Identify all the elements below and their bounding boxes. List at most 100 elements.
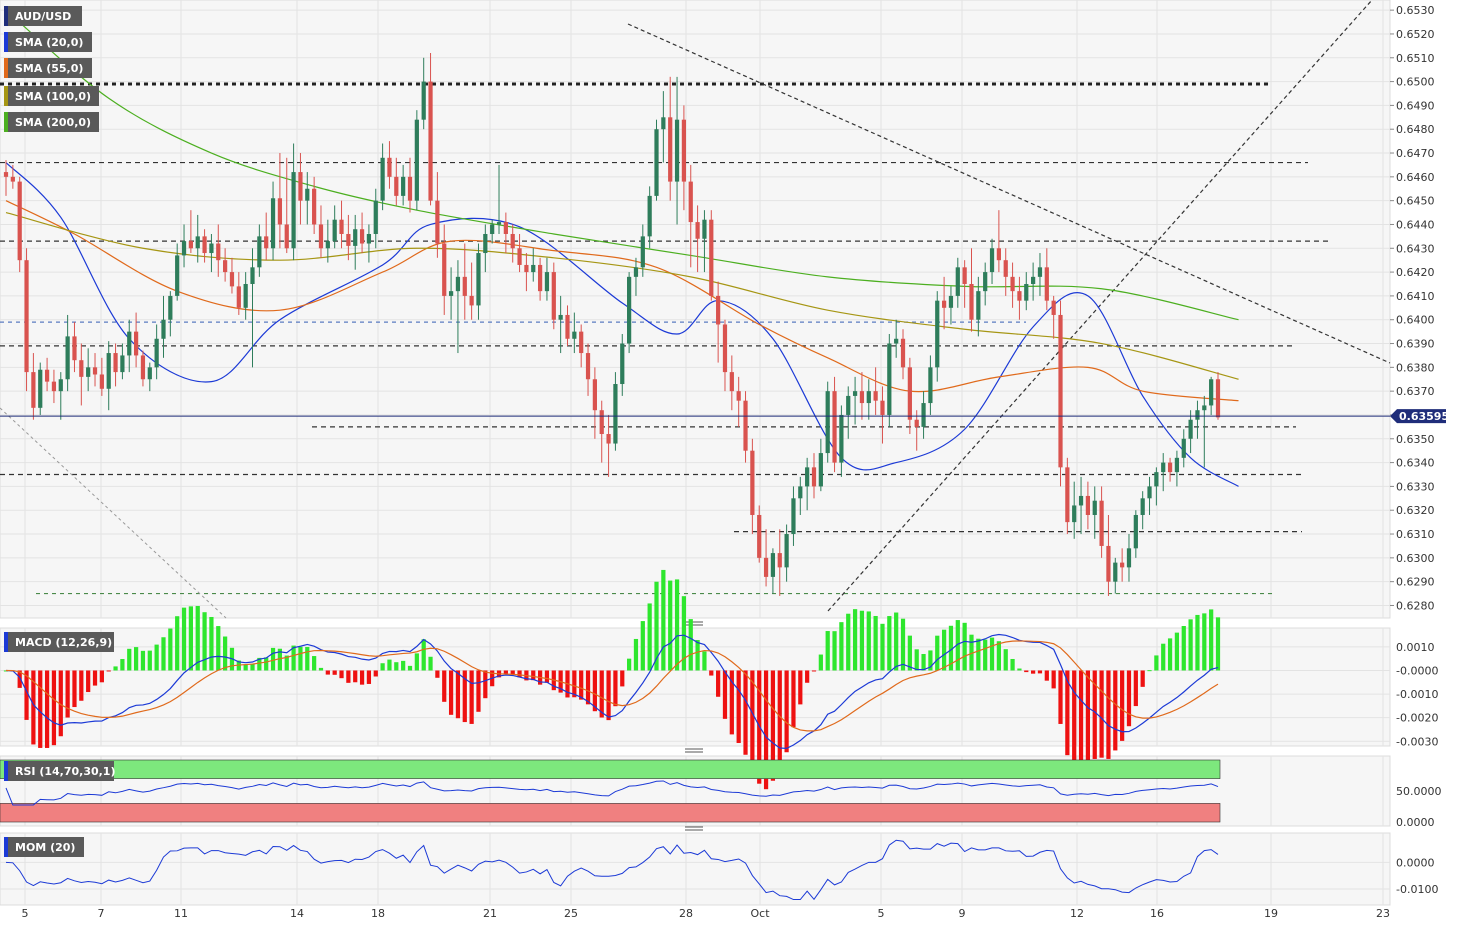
legend-item: SMA (20,0) bbox=[4, 32, 92, 52]
candle-body bbox=[1058, 314, 1063, 468]
macd-histogram-bar bbox=[161, 637, 166, 671]
mom-plot bbox=[5, 839, 1219, 901]
macd-histogram-bar bbox=[270, 647, 276, 671]
macd-histogram-bar bbox=[284, 655, 289, 671]
macd-histogram-bar bbox=[1133, 670, 1138, 707]
candle-body bbox=[140, 355, 146, 380]
candle-body bbox=[1051, 300, 1056, 315]
macd-histogram-bar bbox=[976, 638, 981, 671]
candle-body bbox=[483, 233, 488, 254]
macd-histogram-bar bbox=[312, 656, 317, 671]
macd-histogram-bar bbox=[544, 670, 550, 683]
y-tick-label: 0.0000 bbox=[1396, 856, 1435, 869]
legend-label: MACD (12,26,9) bbox=[15, 636, 112, 649]
macd-histogram-bar bbox=[435, 670, 440, 678]
legend-label: AUD/USD bbox=[15, 10, 71, 23]
candle-body bbox=[647, 195, 652, 237]
candle-body bbox=[743, 400, 748, 451]
candle-body bbox=[661, 117, 666, 130]
macd-histogram-bar bbox=[24, 670, 29, 720]
macd-histogram-bar bbox=[394, 662, 399, 671]
candle-body bbox=[359, 229, 365, 244]
macd-histogram-bar bbox=[188, 606, 193, 671]
mom-pane bbox=[0, 832, 1391, 906]
candle-body bbox=[818, 453, 823, 487]
rsi-oversold-zone bbox=[0, 803, 1221, 823]
legend-box bbox=[4, 632, 114, 652]
candle-body bbox=[620, 343, 625, 385]
candle-body bbox=[777, 553, 782, 568]
x-tick-label: 21 bbox=[483, 907, 497, 920]
candle-body bbox=[58, 379, 63, 392]
candle-body bbox=[366, 233, 372, 244]
candle-body bbox=[298, 172, 303, 201]
macd-histogram-bar bbox=[798, 670, 803, 705]
macd-histogram-bar bbox=[852, 609, 858, 671]
candle-body bbox=[811, 467, 817, 487]
y-tick-label: 0.6500 bbox=[1396, 76, 1435, 89]
candle-body bbox=[894, 338, 899, 344]
candle-body bbox=[448, 291, 454, 296]
macd-histogram-bar bbox=[1215, 617, 1221, 671]
candle-body bbox=[681, 119, 687, 182]
candle-body bbox=[3, 172, 9, 177]
x-tick-label: 14 bbox=[290, 907, 304, 920]
candle-body bbox=[127, 331, 132, 356]
macd-histogram-bar bbox=[1161, 643, 1166, 671]
legend-box bbox=[4, 837, 84, 857]
candle-body bbox=[65, 336, 70, 380]
candle-body bbox=[168, 295, 173, 320]
x-tick-label: 5 bbox=[22, 907, 29, 920]
macd-histogram-bar bbox=[401, 660, 406, 671]
candle-body bbox=[510, 233, 515, 249]
x-tick-label: 12 bbox=[1070, 907, 1084, 920]
candle-body bbox=[99, 374, 104, 389]
candle-body bbox=[428, 81, 433, 201]
macd-histogram-bar bbox=[1106, 670, 1111, 759]
legend-item: SMA (200,0) bbox=[4, 112, 99, 132]
x-tick-label: 23 bbox=[1376, 907, 1390, 920]
macd-histogram-bar bbox=[72, 670, 77, 708]
x-tick-label: 5 bbox=[878, 907, 885, 920]
macd-histogram-bar bbox=[620, 670, 625, 687]
macd-histogram-bar bbox=[510, 670, 515, 675]
candle-body bbox=[401, 176, 406, 196]
macd-histogram-bar bbox=[483, 670, 488, 699]
macd-histogram-bar bbox=[1044, 670, 1049, 681]
legend-item: AUD/USD bbox=[4, 6, 82, 26]
macd-histogram-bar bbox=[948, 625, 954, 671]
candle-body bbox=[10, 176, 15, 182]
legend[interactable]: AUD/USD SMA (20,0) SMA (55,0) SMA (100,0) SM… bbox=[4, 6, 115, 857]
macd-histogram-bar bbox=[195, 606, 200, 671]
y-tick-label: -0.0000 bbox=[1396, 664, 1438, 677]
macd-histogram-bar bbox=[92, 670, 98, 686]
macd-histogram-bar bbox=[709, 670, 714, 676]
candle-body bbox=[969, 283, 974, 320]
macd-histogram-bar bbox=[298, 646, 303, 671]
candle-body bbox=[250, 267, 255, 284]
candle-body bbox=[86, 367, 91, 377]
macd-histogram-bar bbox=[407, 665, 413, 671]
candle-body bbox=[633, 267, 639, 277]
candle-body bbox=[805, 467, 810, 487]
candle-body bbox=[852, 391, 858, 396]
candle-body bbox=[565, 314, 570, 339]
candle-body bbox=[414, 119, 419, 201]
y-tick-label: -0.0100 bbox=[1396, 883, 1438, 896]
macd-histogram-bar bbox=[325, 670, 330, 675]
candle-body bbox=[757, 514, 762, 558]
y-tick-label: 0.6350 bbox=[1396, 433, 1435, 446]
macd-histogram-bar bbox=[907, 635, 912, 671]
macd-histogram-bar bbox=[866, 611, 871, 671]
candle-body bbox=[490, 224, 495, 234]
candle-body bbox=[859, 391, 865, 404]
candle-body bbox=[558, 314, 563, 320]
candle-body bbox=[79, 360, 84, 377]
legend-swatch bbox=[4, 761, 8, 781]
macd-histogram-bar bbox=[1154, 655, 1159, 671]
macd-histogram-bar bbox=[962, 622, 967, 671]
candle-body bbox=[332, 219, 337, 242]
pane-splitters[interactable] bbox=[685, 621, 703, 831]
candle-body bbox=[277, 198, 283, 225]
